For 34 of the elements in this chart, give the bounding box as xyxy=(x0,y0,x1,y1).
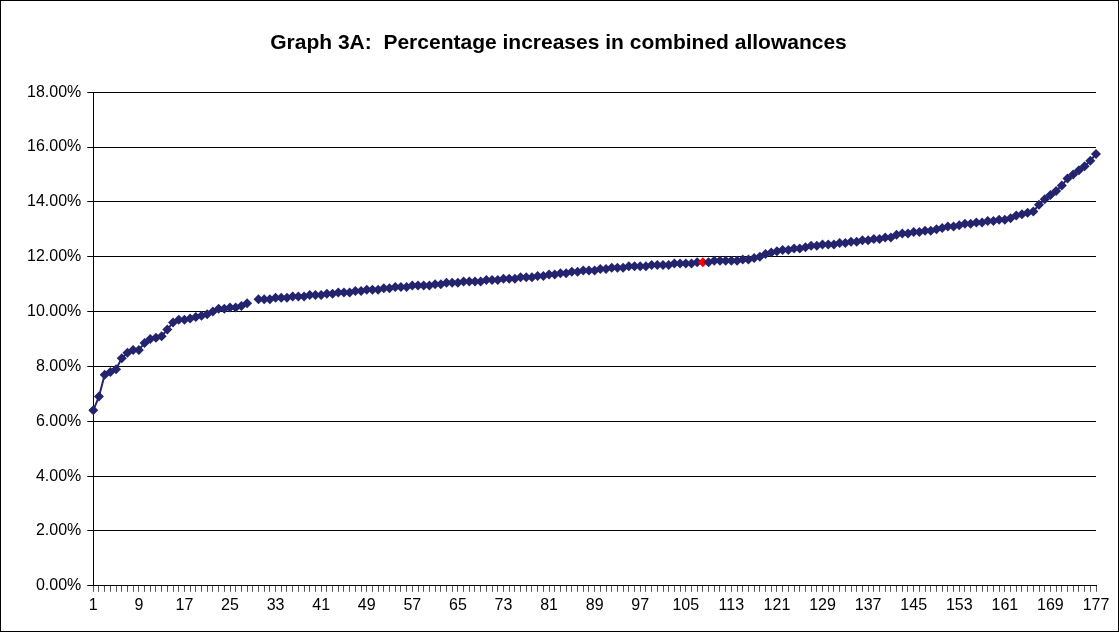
x-tick-label: 89 xyxy=(585,595,604,613)
y-tick-label: 0.00% xyxy=(35,576,82,594)
x-tick-label: 25 xyxy=(221,595,239,613)
x-tick-label: 137 xyxy=(854,595,882,613)
y-tick-label: 12.00% xyxy=(27,247,82,265)
y-tick-label: 4.00% xyxy=(35,466,82,484)
y-tick-label: 2.00% xyxy=(35,521,82,539)
y-tick-label: 8.00% xyxy=(35,356,82,374)
y-tick-label: 16.00% xyxy=(27,137,82,155)
y-tick-label: 14.00% xyxy=(27,192,82,210)
x-tick-label: 73 xyxy=(494,595,513,613)
y-tick-label: 18.00% xyxy=(27,82,82,100)
x-tick-label: 113 xyxy=(718,595,745,613)
x-tick-label: 161 xyxy=(991,595,1019,613)
x-tick-label: 41 xyxy=(312,595,331,613)
x-tick-label: 57 xyxy=(403,595,422,613)
x-tick-label: 81 xyxy=(540,595,559,613)
x-tick-label: 33 xyxy=(266,595,285,613)
x-tick-label: 121 xyxy=(763,595,791,613)
x-tick-label: 105 xyxy=(672,595,700,613)
x-tick-label: 49 xyxy=(357,595,376,613)
x-tick-label: 145 xyxy=(900,595,928,613)
chart-title: Graph 3A: Percentage increases in combined allowances xyxy=(270,30,847,54)
x-tick-label: 9 xyxy=(134,595,144,613)
x-tick-label: 177 xyxy=(1082,595,1110,613)
y-tick-label: 6.00% xyxy=(35,411,82,429)
x-tick-label: 17 xyxy=(175,595,194,613)
x-tick-label: 129 xyxy=(809,595,836,613)
x-tick-label: 169 xyxy=(1037,595,1064,613)
x-tick-label: 1 xyxy=(88,595,98,613)
y-tick-label: 10.00% xyxy=(27,301,82,319)
x-tick-label: 65 xyxy=(449,595,467,613)
x-tick-label: 153 xyxy=(945,595,973,613)
x-tick-label: 97 xyxy=(631,595,650,613)
